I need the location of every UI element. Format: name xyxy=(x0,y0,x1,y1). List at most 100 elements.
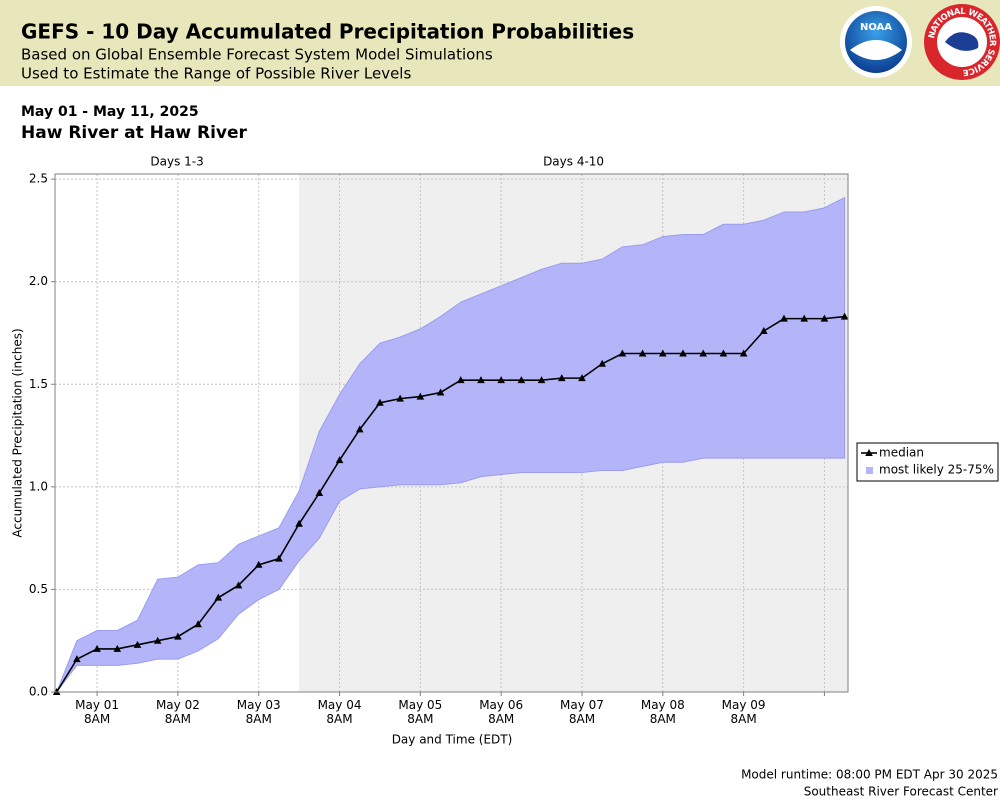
y-tick-label: 1.0 xyxy=(29,479,48,493)
nws-logo: NATIONAL WEATHER SERVICE xyxy=(924,4,1000,80)
median-marker xyxy=(315,489,324,497)
x-tick-label: May 05 8AM xyxy=(398,698,442,726)
x-tick-label: May 03 8AM xyxy=(237,698,281,726)
median-marker xyxy=(93,644,101,652)
median-marker xyxy=(335,456,344,464)
median-marker xyxy=(477,376,485,384)
median-marker xyxy=(133,640,142,648)
median-marker xyxy=(598,359,606,367)
x-axis-label: Day and Time (EDT) xyxy=(392,733,513,747)
region-label: Days 1-3 xyxy=(150,155,203,169)
median-marker xyxy=(578,374,586,382)
subtitle: Used to Estimate the Range of Possible R… xyxy=(21,65,411,83)
median-marker xyxy=(396,394,404,402)
x-tick-label: May 04 8AM xyxy=(318,698,362,726)
x-tick-label-line: May 07 xyxy=(560,698,604,712)
subtitle: Based on Global Ensemble Forecast System… xyxy=(21,46,493,64)
median-marker xyxy=(214,593,223,601)
median-marker xyxy=(416,392,425,400)
x-tick-label-line: May 08 xyxy=(641,698,685,712)
x-tick-label-line: May 02 xyxy=(156,698,200,712)
legend-label: median xyxy=(879,446,924,460)
y-tick-label: 2.0 xyxy=(29,274,48,288)
plot-area: Days 1-3 Days 4-10 0.0 0.5 1.0 1.5 2.0 2.5 May 0… xyxy=(29,155,999,726)
median-marker xyxy=(73,655,81,663)
logo-bird xyxy=(850,40,902,60)
station-name: Haw River at Haw River xyxy=(21,123,248,143)
region-label: Days 4-10 xyxy=(543,155,604,169)
x-tick-label-line: May 01 xyxy=(75,698,119,712)
x-tick-label-line: May 04 xyxy=(318,698,362,712)
x-tick-label-line: May 06 xyxy=(479,698,523,712)
median-marker xyxy=(517,376,526,384)
footer-text: Model runtime: 08:00 PM EDT Apr 30 2025 xyxy=(741,768,998,782)
x-tick-label: May 07 8AM xyxy=(560,698,604,726)
median-marker xyxy=(234,581,243,589)
x-tick-label-line: 8AM xyxy=(650,712,676,726)
median-marker xyxy=(456,376,465,384)
legend-marker xyxy=(865,449,873,456)
median-marker xyxy=(113,644,122,652)
x-tick-label: May 02 8AM xyxy=(156,698,200,726)
x-tick-label-line: May 03 xyxy=(237,698,281,712)
median-marker xyxy=(295,519,303,527)
y-tick-label: 1.5 xyxy=(29,377,48,391)
logo-cloud xyxy=(945,32,979,51)
y-tick-label: 0.0 xyxy=(29,685,48,699)
footer-text: Southeast River Forecast Center xyxy=(804,785,998,799)
median-marker xyxy=(376,398,384,406)
x-tick-label-line: 8AM xyxy=(731,712,757,726)
median-marker xyxy=(355,425,364,433)
chart-title: GEFS - 10 Day Accumulated Precipitation … xyxy=(21,20,634,44)
x-tick-label-line: May 09 xyxy=(722,698,766,712)
median-marker xyxy=(679,349,687,357)
median-line xyxy=(56,315,845,693)
median-marker xyxy=(537,376,546,384)
date-range: May 01 - May 11, 2025 xyxy=(21,104,199,120)
median-marker xyxy=(254,560,263,568)
median-marker xyxy=(739,349,748,357)
x-tick-label: May 01 8AM xyxy=(75,698,119,726)
median-marker xyxy=(800,314,809,322)
plot-frame xyxy=(54,173,849,693)
median-marker xyxy=(618,349,627,357)
x-tick-label: May 08 8AM xyxy=(641,698,685,726)
legend-swatch xyxy=(866,467,873,474)
median-marker xyxy=(497,376,505,384)
median-marker xyxy=(780,314,788,322)
median-marker xyxy=(760,326,768,334)
x-tick-label-line: 8AM xyxy=(488,712,514,726)
median-marker xyxy=(658,349,667,357)
median-marker xyxy=(840,312,849,320)
x-tick-label-line: 8AM xyxy=(407,712,433,726)
median-marker xyxy=(174,632,182,640)
x-tick-label-line: 8AM xyxy=(569,712,595,726)
median-marker xyxy=(153,636,162,644)
median-marker xyxy=(719,349,728,357)
band-area xyxy=(56,196,846,693)
median-marker xyxy=(820,314,829,322)
x-tick-label: May 06 8AM xyxy=(479,698,523,726)
legend-label: most likely 25-75% xyxy=(879,463,994,477)
y-tick-label: 0.5 xyxy=(29,582,48,596)
header-band xyxy=(0,0,1000,86)
legend-box xyxy=(856,442,999,482)
x-tick-label-line: 8AM xyxy=(246,712,272,726)
median-marker xyxy=(275,554,283,562)
x-tick-label-line: 8AM xyxy=(84,712,110,726)
y-axis-label: Accumulated Precipitation (inches) xyxy=(11,328,25,537)
x-tick-label-line: May 05 xyxy=(398,698,442,712)
median-marker xyxy=(436,388,445,396)
x-tick-label-line: 8AM xyxy=(326,712,352,726)
median-marker xyxy=(638,349,647,357)
median-marker xyxy=(557,374,566,382)
logo-text: NOAA xyxy=(860,22,892,33)
median-marker xyxy=(194,620,202,628)
y-tick-label: 2.5 xyxy=(29,172,48,186)
median-marker xyxy=(699,349,708,357)
x-tick-label-line: 8AM xyxy=(165,712,191,726)
noaa-logo: NOAA xyxy=(840,6,912,78)
x-tick-label: May 09 8AM xyxy=(722,698,766,726)
